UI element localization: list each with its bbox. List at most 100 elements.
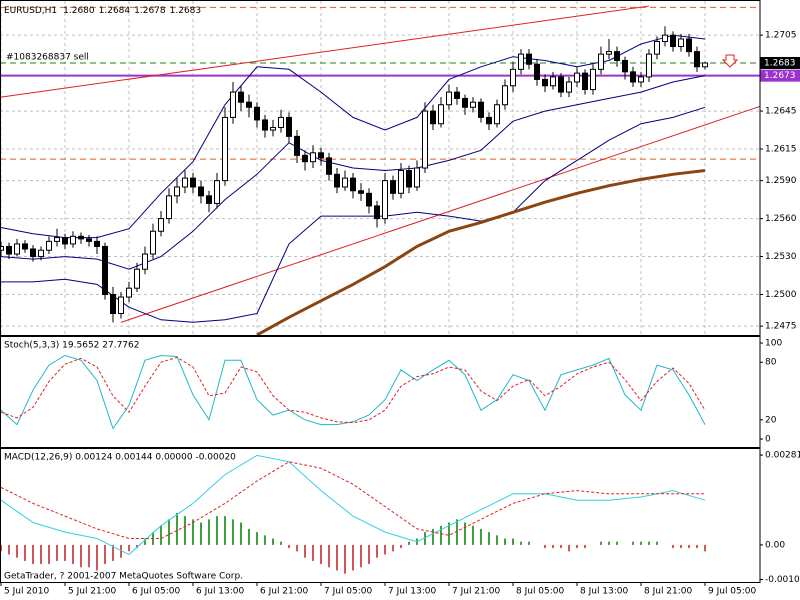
candle-body — [126, 287, 132, 298]
copyright: GetaTrader, ? 2001-2007 MetaQuotes Softw… — [4, 572, 243, 582]
x-tick-label: 6 Jul 13:00 — [196, 587, 245, 597]
histogram-bar — [8, 544, 10, 555]
histogram-bar — [96, 544, 98, 571]
candle-body — [294, 135, 300, 156]
candle-body — [6, 245, 12, 255]
stoch-frame — [0, 336, 761, 448]
candle-body — [470, 101, 476, 108]
histogram-bar — [576, 544, 578, 549]
macd-panel — [0, 454, 706, 574]
y-tick-label: 80 — [765, 358, 777, 368]
y-tick-label: 1.2645 — [765, 107, 797, 117]
candle-body — [550, 76, 556, 87]
x-tick-label: 7 Jul 13:00 — [388, 587, 437, 597]
histogram-bar — [496, 535, 498, 545]
histogram-bar — [80, 544, 82, 568]
histogram-bar — [600, 541, 602, 545]
candle-body — [254, 106, 260, 121]
x-tick-label: 5 Jul 21:00 — [68, 587, 117, 597]
sell-arrow-icon — [721, 54, 739, 68]
histogram-bar — [296, 544, 298, 552]
histogram-bar — [432, 528, 434, 545]
indicator-line — [0, 356, 706, 424]
candle-body — [246, 101, 252, 108]
y-tick-label: 1.2475 — [765, 322, 797, 332]
histogram-bar — [648, 541, 650, 545]
header-open: 1.2680 — [63, 6, 95, 16]
candle-body — [342, 177, 348, 188]
candle-body — [318, 152, 324, 159]
indicator-line — [0, 34, 706, 239]
candle-body — [502, 85, 508, 106]
histogram-bar — [584, 544, 586, 549]
candle-body — [166, 195, 172, 220]
candle-body — [630, 71, 636, 83]
y-tick-label: 1.2560 — [765, 214, 797, 224]
y-tick-label: 20 — [765, 415, 777, 425]
candle-body — [238, 91, 244, 103]
x-tick-label: 8 Jul 21:00 — [644, 587, 693, 597]
histogram-bar — [16, 544, 18, 558]
candle-body — [54, 237, 60, 242]
candle-body — [478, 101, 484, 118]
candle-body — [22, 243, 28, 250]
histogram-bar — [104, 544, 106, 565]
histogram-bar — [320, 544, 322, 565]
histogram-bar — [280, 541, 282, 545]
histogram-bar — [352, 544, 354, 571]
histogram-bar — [608, 541, 610, 545]
candle-body — [686, 38, 692, 53]
candle-body — [414, 167, 420, 188]
x-tick-label: 7 Jul 05:00 — [324, 587, 373, 597]
histogram-bar — [304, 544, 306, 558]
candle-body — [110, 294, 116, 314]
candle-body — [662, 34, 668, 42]
histogram-bar — [160, 525, 162, 545]
header-low: 1.2678 — [134, 6, 166, 16]
candle-body — [446, 91, 452, 106]
histogram-bar — [192, 519, 194, 545]
candle-body — [566, 81, 572, 93]
candle-body — [366, 192, 372, 207]
y-tick-label: 100 — [765, 339, 782, 349]
histogram-bar — [544, 544, 546, 549]
candle-body — [542, 78, 548, 87]
candle-body — [582, 72, 588, 91]
candle-body — [430, 110, 436, 125]
histogram-bar — [232, 519, 234, 545]
candle-body — [510, 68, 516, 87]
histogram-bar — [680, 544, 682, 549]
y-tick-label: 1.2530 — [765, 252, 797, 262]
x-tick-label: 6 Jul 21:00 — [260, 587, 309, 597]
candle-body — [422, 110, 428, 169]
indicator-line — [0, 354, 706, 430]
candle-body — [142, 253, 148, 270]
candle-body — [310, 152, 316, 163]
candle-body — [358, 190, 364, 194]
candle-body — [350, 177, 356, 192]
x-tick-label: 5 Jul 2010 — [4, 587, 49, 597]
histogram-bar — [312, 544, 314, 561]
candle-body — [406, 170, 412, 188]
price-panel: #1083268837 sell — [0, 1, 760, 335]
histogram-bar — [368, 544, 370, 565]
histogram-bar — [112, 544, 114, 561]
histogram-bar — [464, 522, 466, 545]
histogram-bar — [632, 541, 634, 545]
histogram-bar — [560, 544, 562, 549]
header-high: 1.2684 — [99, 6, 131, 16]
candle-body — [574, 72, 580, 83]
candle-body — [118, 296, 124, 314]
histogram-bar — [40, 544, 42, 565]
candle-body — [702, 62, 708, 68]
candle-body — [454, 91, 460, 99]
price-label: 1.2683 — [764, 58, 796, 68]
candle-body — [646, 53, 652, 78]
header-close: 1.2683 — [170, 6, 202, 16]
histogram-bar — [472, 525, 474, 545]
macd-frame — [0, 448, 761, 583]
chart-header: EURUSD,H1 1.2680 1.2684 1.2678 1.2683 — [4, 6, 201, 16]
histogram-bar — [696, 544, 698, 549]
histogram-bar — [688, 544, 690, 549]
